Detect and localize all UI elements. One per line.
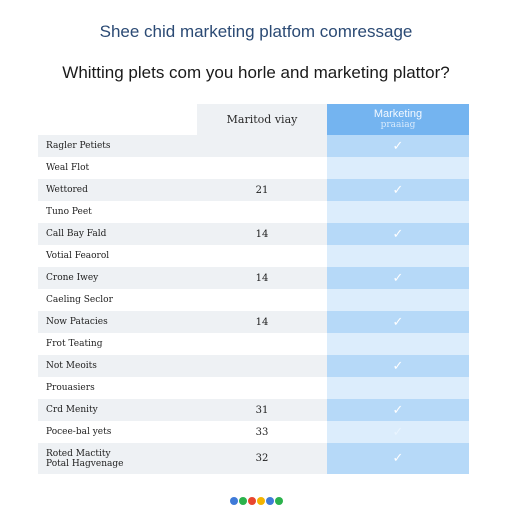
- logo-dot: [265, 497, 274, 505]
- row-value: [197, 157, 327, 179]
- comparison-table: Maritod viay Marketing praaiag Ragler Pe…: [38, 104, 469, 474]
- row-value: 32: [197, 443, 327, 474]
- row-label: Now Patacies: [38, 311, 197, 333]
- column-header-marketing-platform[interactable]: Marketing praaiag: [327, 104, 469, 135]
- table-row[interactable]: Wettored 21 ✓: [38, 179, 469, 201]
- row-label-line1: Roted Mactity: [46, 448, 111, 459]
- check-icon: ✓: [327, 355, 469, 377]
- check-cell: [327, 289, 469, 311]
- table-row[interactable]: Frot Teating: [38, 333, 469, 355]
- check-icon: ✓: [327, 179, 469, 201]
- check-cell: [327, 157, 469, 179]
- row-value: 33: [197, 421, 327, 443]
- row-label: Frot Teating: [38, 333, 197, 355]
- check-icon: ✓: [327, 223, 469, 245]
- row-value: 14: [197, 223, 327, 245]
- row-value: 14: [197, 311, 327, 333]
- row-label: Caeling Seclor: [38, 289, 197, 311]
- table-row[interactable]: Crd Menity 31 ✓: [38, 399, 469, 421]
- logo-dots-icon: [0, 494, 512, 508]
- row-label: Wettored: [38, 179, 197, 201]
- row-value: [197, 135, 327, 157]
- row-value: [197, 245, 327, 267]
- table-row[interactable]: Now Patacies 14 ✓: [38, 311, 469, 333]
- check-icon: ✓: [327, 311, 469, 333]
- logo-dot: [238, 497, 247, 505]
- table-row[interactable]: Caeling Seclor: [38, 289, 469, 311]
- row-value: 31: [197, 399, 327, 421]
- check-icon: ✓: [327, 443, 469, 474]
- table-row[interactable]: Votial Feaorol: [38, 245, 469, 267]
- row-value: [197, 377, 327, 399]
- row-label: Roted Mactity Potal Hagvenage: [38, 443, 197, 474]
- table-row[interactable]: Call Bay Fald 14 ✓: [38, 223, 469, 245]
- check-cell: [327, 377, 469, 399]
- column-header-label: Marketing: [373, 107, 423, 120]
- row-label: Crone Iwey: [38, 267, 197, 289]
- table-header: Maritod viay Marketing praaiag: [38, 104, 469, 135]
- logo-dot: [256, 497, 265, 505]
- row-value: 14: [197, 267, 327, 289]
- check-icon: ✓: [327, 267, 469, 289]
- question-heading: Whitting plets com you horle and marketi…: [62, 63, 450, 82]
- column-header-sublabel: praaiag: [380, 119, 416, 130]
- row-value: [197, 201, 327, 223]
- check-icon: ✓: [327, 135, 469, 157]
- row-label: Votial Feaorol: [38, 245, 197, 267]
- row-label: Tuno Peet: [38, 201, 197, 223]
- table-row[interactable]: Weal Flot: [38, 157, 469, 179]
- row-value: [197, 289, 327, 311]
- table-row[interactable]: Prouasiers: [38, 377, 469, 399]
- table-row[interactable]: Not Meoits ✓: [38, 355, 469, 377]
- logo-dot: [274, 497, 283, 505]
- row-label: Not Meoits: [38, 355, 197, 377]
- check-icon: ✓: [327, 421, 469, 443]
- row-label: Crd Menity: [38, 399, 197, 421]
- row-label: Call Bay Fald: [38, 223, 197, 245]
- column-header-marketing-way[interactable]: Maritod viay: [197, 104, 327, 135]
- logo-dot: [247, 497, 256, 505]
- table-row[interactable]: Tuno Peet: [38, 201, 469, 223]
- logo-dot: [229, 497, 238, 505]
- table-row[interactable]: Crone Iwey 14 ✓: [38, 267, 469, 289]
- header-blank-cell: [38, 104, 197, 135]
- check-icon: ✓: [327, 399, 469, 421]
- check-cell: [327, 245, 469, 267]
- table-row[interactable]: Pocee-bal yets 33 ✓: [38, 421, 469, 443]
- table-row[interactable]: Roted Mactity Potal Hagvenage 32 ✓: [38, 443, 469, 474]
- row-value: [197, 355, 327, 377]
- row-label: Pocee-bal yets: [38, 421, 197, 443]
- row-label: Weal Flot: [38, 157, 197, 179]
- page-title: Shee chid marketing platfom comressage: [99, 22, 413, 41]
- check-cell: [327, 201, 469, 223]
- row-label-line2: Potal Hagvenage: [46, 458, 124, 469]
- row-label: Ragler Petiets: [38, 135, 197, 157]
- table-row[interactable]: Ragler Petiets ✓: [38, 135, 469, 157]
- row-label: Prouasiers: [38, 377, 197, 399]
- check-cell: [327, 333, 469, 355]
- row-value: 21: [197, 179, 327, 201]
- row-value: [197, 333, 327, 355]
